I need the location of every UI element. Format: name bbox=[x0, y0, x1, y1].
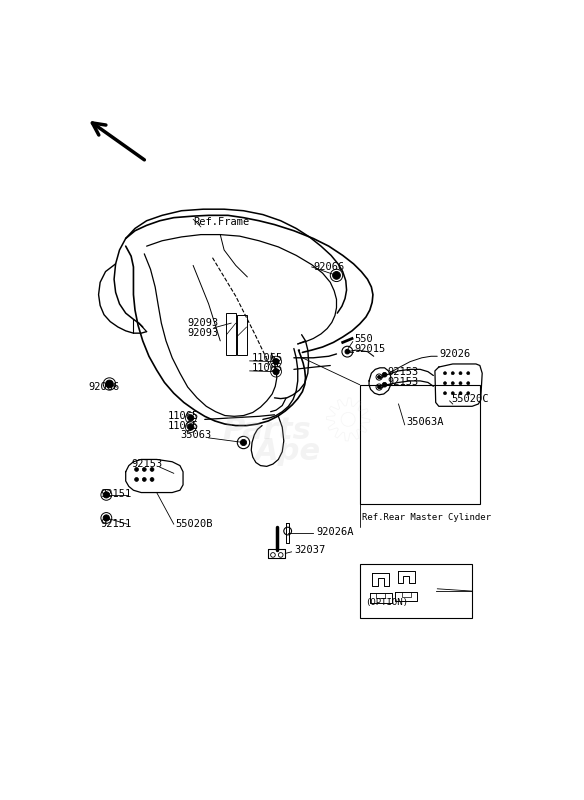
Bar bbox=[227, 313, 236, 355]
Circle shape bbox=[467, 392, 470, 394]
Circle shape bbox=[142, 478, 146, 482]
Circle shape bbox=[459, 372, 462, 374]
Circle shape bbox=[333, 271, 340, 279]
Text: 92093: 92093 bbox=[187, 318, 219, 328]
Circle shape bbox=[106, 380, 113, 388]
Text: 92026: 92026 bbox=[440, 349, 471, 359]
Text: 92153: 92153 bbox=[387, 377, 418, 386]
Text: 92151: 92151 bbox=[100, 519, 131, 529]
Circle shape bbox=[150, 467, 154, 471]
Circle shape bbox=[443, 382, 447, 385]
Circle shape bbox=[443, 392, 447, 394]
Circle shape bbox=[467, 372, 470, 374]
Text: 55020C: 55020C bbox=[451, 394, 489, 404]
Circle shape bbox=[443, 372, 447, 374]
Circle shape bbox=[459, 392, 462, 394]
Text: 92153: 92153 bbox=[131, 459, 162, 469]
Circle shape bbox=[142, 467, 146, 471]
Circle shape bbox=[459, 382, 462, 385]
Text: Ape: Ape bbox=[255, 438, 322, 466]
Text: (OPTION): (OPTION) bbox=[366, 598, 408, 607]
Bar bbox=[237, 315, 246, 355]
Text: 11065: 11065 bbox=[168, 410, 199, 421]
Bar bbox=[360, 385, 480, 504]
Circle shape bbox=[451, 372, 454, 374]
Circle shape bbox=[382, 373, 387, 377]
Text: 55020B: 55020B bbox=[175, 519, 213, 529]
Circle shape bbox=[241, 439, 246, 446]
Circle shape bbox=[451, 392, 454, 394]
Circle shape bbox=[451, 382, 454, 385]
Circle shape bbox=[382, 382, 387, 387]
Circle shape bbox=[345, 350, 350, 354]
Text: 11065: 11065 bbox=[251, 353, 283, 363]
Text: Parts: Parts bbox=[223, 417, 311, 446]
Text: 35063: 35063 bbox=[180, 430, 211, 440]
Circle shape bbox=[135, 478, 138, 482]
Text: 92093: 92093 bbox=[187, 328, 219, 338]
Circle shape bbox=[187, 424, 194, 430]
Text: 11065: 11065 bbox=[168, 421, 199, 430]
Circle shape bbox=[135, 467, 138, 471]
Text: Ref.Frame: Ref.Frame bbox=[193, 217, 249, 226]
Text: 92153: 92153 bbox=[387, 366, 418, 377]
Circle shape bbox=[273, 369, 279, 374]
Text: 92026A: 92026A bbox=[317, 527, 354, 537]
Text: 11065: 11065 bbox=[251, 363, 283, 373]
Text: 92015: 92015 bbox=[354, 343, 385, 354]
Text: 32037: 32037 bbox=[294, 546, 325, 555]
Circle shape bbox=[378, 375, 381, 378]
Text: 92066: 92066 bbox=[313, 262, 345, 272]
Text: 550: 550 bbox=[354, 334, 373, 343]
Circle shape bbox=[378, 386, 381, 389]
Text: 92066: 92066 bbox=[89, 382, 120, 392]
Bar bbox=[360, 564, 472, 618]
Circle shape bbox=[103, 515, 109, 521]
Text: Ref.Rear Master Cylinder: Ref.Rear Master Cylinder bbox=[362, 514, 491, 522]
Circle shape bbox=[187, 414, 194, 421]
Text: 92151: 92151 bbox=[100, 489, 131, 499]
Circle shape bbox=[467, 382, 470, 385]
Circle shape bbox=[150, 478, 154, 482]
Circle shape bbox=[273, 358, 279, 365]
Text: 35063A: 35063A bbox=[406, 417, 444, 426]
Circle shape bbox=[103, 492, 109, 498]
